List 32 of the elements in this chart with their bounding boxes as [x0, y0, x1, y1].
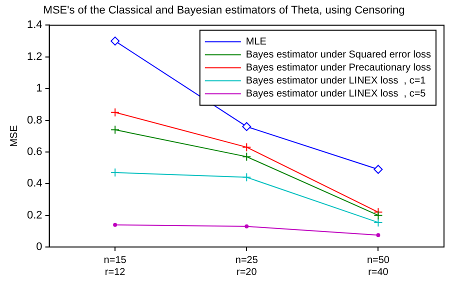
- point: [374, 218, 383, 227]
- y-axis-title: MSE: [8, 124, 20, 147]
- point: [242, 172, 252, 182]
- y-tick-label: 0.2: [26, 209, 42, 222]
- point: [242, 122, 252, 132]
- point: [376, 233, 380, 238]
- y-tick-label: 1.2: [26, 50, 42, 63]
- y-tick-label: 1: [36, 82, 42, 95]
- y-tick-label: 0.8: [26, 114, 42, 126]
- point: [242, 152, 252, 162]
- point: [110, 125, 120, 134]
- point: [110, 36, 120, 46]
- point: [244, 224, 249, 228]
- point: [374, 164, 383, 174]
- legend-label: Bayes estimator under Squared error loss: [246, 49, 432, 60]
- legend-label: Bayes estimator under Precautionary loss: [246, 62, 432, 74]
- y-tick-label: 1.4: [26, 19, 42, 32]
- point: [110, 168, 120, 178]
- x-tick-label: n=50 r=40: [366, 254, 390, 278]
- y-tick-label: 0.4: [26, 178, 42, 190]
- x-tick-label: n=25 r=20: [235, 254, 258, 278]
- point: [374, 210, 383, 220]
- point: [242, 142, 252, 152]
- x-tick-label: n=15 r=12: [104, 254, 127, 278]
- point: [110, 108, 120, 117]
- point: [113, 222, 118, 227]
- legend-label: Bayes estimator under LINEX loss , c=5: [246, 88, 426, 100]
- legend-label: Bayes estimator under LINEX loss , c=1: [246, 75, 426, 86]
- y-tick-label: 0: [36, 241, 42, 254]
- legend-label: MLE: [246, 36, 267, 48]
- chart-title: MSE's of the Classical and Bayesian estimators of Theta, using Censoring: [43, 4, 405, 17]
- y-tick-label: 0.6: [26, 146, 42, 158]
